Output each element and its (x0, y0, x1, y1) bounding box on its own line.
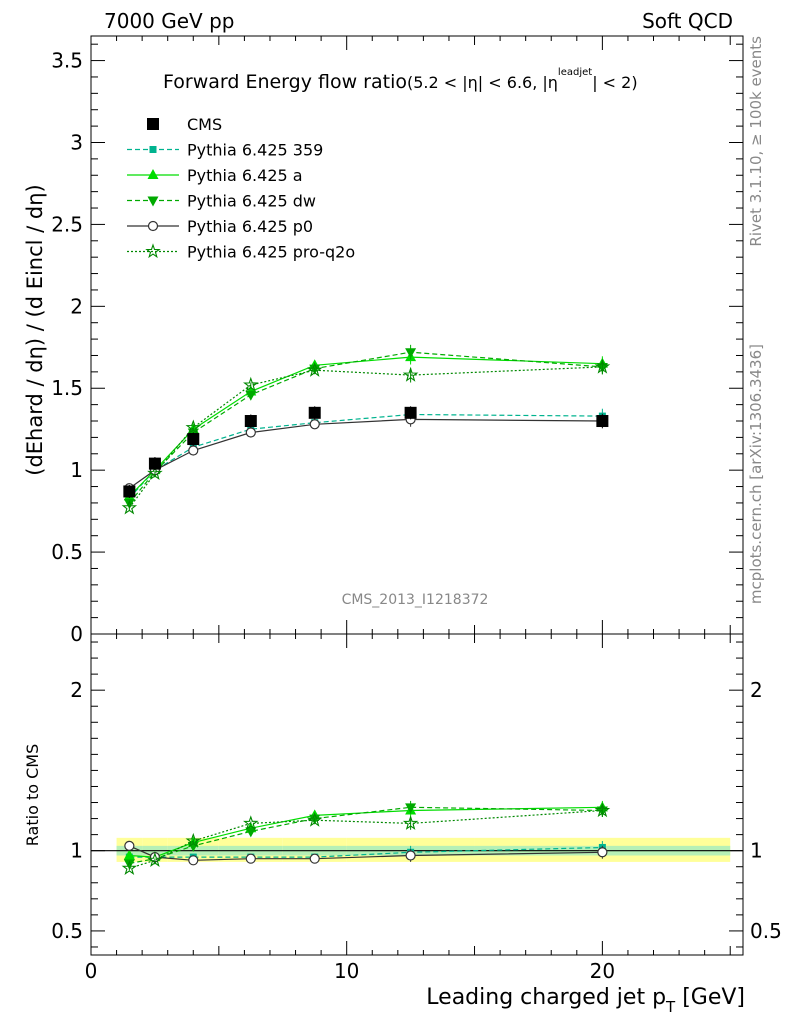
cms-data (123, 406, 609, 499)
header-left: 7000 GeV pp (104, 9, 235, 33)
x-tick-label: 0 (85, 959, 98, 983)
ratio-plot-panel: 0 10 20 0.5 0.5 1 1 2 2 (51, 633, 782, 983)
legend-cms-label: CMS (187, 115, 222, 134)
ratio-y-tick-label-right: 2 (750, 678, 763, 702)
x-axis-label-sub: T (665, 998, 676, 1016)
chart-title-cut-end: | < 2) (592, 73, 637, 92)
x-axis-label-main: Leading charged jet p (426, 985, 666, 1010)
ratio-series-4 (121, 802, 611, 875)
y-tick-label: 0 (70, 622, 83, 646)
chart-title-cut: (5.2 < |η| < 6.6, |η (407, 73, 558, 92)
cms-point (244, 415, 257, 428)
legend-marker (145, 243, 161, 259)
ratio-point (597, 847, 608, 858)
ratio-point (594, 802, 611, 818)
chart-title-cut-sup: leadjet (558, 67, 592, 78)
chart-title-main: Forward Energy flow ratio (163, 71, 407, 93)
cms-point (308, 406, 321, 419)
data-point (185, 419, 202, 435)
legend-label: Pythia 6.425 dw (187, 192, 316, 211)
ratio-point (306, 812, 323, 827)
mcplots-label: mcplots.cern.ch [arXiv:1306.3436] (747, 344, 765, 604)
legend-label: Pythia 6.425 pro-q2o (187, 243, 355, 262)
ratio-point (124, 840, 135, 851)
x-tick-label: 10 (334, 959, 359, 983)
legend-label: Pythia 6.425 359 (187, 141, 323, 160)
chart-title: Forward Energy flow ratio(5.2 < |η| < 6.… (163, 67, 638, 93)
data-point (245, 427, 256, 438)
ratio-point (402, 815, 419, 830)
data-point (306, 362, 323, 377)
ratio-point (185, 832, 202, 848)
y-tick-label: 2.5 (51, 212, 83, 236)
ratio-frame (90, 633, 744, 956)
ratio-point (245, 853, 256, 864)
main-plot-panel: 0 0.5 1 1.5 2 2.5 3 3.5 (51, 35, 744, 646)
y-tick-label: 0.5 (51, 540, 83, 564)
legend-marker (147, 220, 159, 232)
ratio-y-tick-label: 0.5 (51, 919, 83, 943)
cms-point (148, 457, 161, 470)
y-tick-label: 3 (70, 130, 83, 154)
x-tick-label: 20 (590, 959, 615, 983)
ratio-point (405, 850, 416, 861)
series-4 (121, 358, 611, 515)
ratio-point (121, 860, 138, 875)
data-point (121, 499, 138, 515)
cms-point (596, 415, 609, 428)
data-point (594, 358, 611, 374)
data-point (243, 376, 259, 392)
ratio-point (123, 849, 135, 860)
y-tick-label: 1 (70, 458, 83, 482)
series-line (128, 413, 603, 499)
ratio-series-3 (124, 840, 608, 866)
y-tick-label: 3.5 (51, 49, 83, 73)
legend-label: Pythia 6.425 p0 (187, 217, 313, 236)
data-point (245, 390, 257, 401)
header-right: Soft QCD (642, 9, 733, 33)
legend-marker (149, 146, 157, 153)
data-point (309, 419, 320, 430)
cms-point (187, 433, 200, 446)
series-line (128, 356, 603, 497)
y-tick-label: 2 (70, 294, 83, 318)
data-point (123, 498, 135, 509)
legend: CMS Pythia 6.425 359 Pythia 6.425 a Pythia … (127, 115, 355, 262)
ratio-point (243, 815, 259, 830)
series-line (128, 351, 603, 504)
data-point (405, 348, 417, 359)
cms-point (404, 406, 417, 419)
ratio-y-tick-label-right: 1 (750, 839, 763, 863)
data-point (147, 465, 163, 481)
ratio-point (123, 859, 135, 870)
series-3 (124, 412, 608, 494)
rivet-label: Rivet 3.1.10, ≥ 100k events (747, 36, 765, 247)
ratio-point (405, 803, 417, 814)
x-axis-label: Leading charged jet pT [GeV] (426, 985, 745, 1016)
cms-point (123, 485, 136, 498)
ratio-y-tick-label: 1 (70, 839, 83, 863)
legend-label: Pythia 6.425 a (187, 166, 303, 185)
data-point (402, 366, 419, 382)
legend-cms-marker (147, 118, 159, 130)
ratio-point (309, 853, 320, 864)
ratio-y-tick-label: 2 (70, 678, 83, 702)
ratio-point (188, 855, 199, 866)
series-line (129, 418, 603, 489)
ratio-point (147, 852, 163, 867)
analysis-watermark: CMS_2013_I1218372 (342, 592, 489, 608)
legend-marker (147, 169, 159, 179)
x-axis-label-unit: [GeV] (675, 985, 745, 1010)
data-point (188, 445, 199, 456)
main-ylabel: (dEhard / dη) / (d Eincl / dη) (23, 184, 47, 476)
series-line (128, 366, 603, 509)
main-ylabel-text: (dEhard / dη) / (d Eincl / dη) (23, 184, 47, 476)
ratio-point (245, 827, 257, 838)
legend-marker (147, 196, 159, 207)
ratio-ylabel: Ratio to CMS (23, 744, 42, 846)
ratio-y-tick-label-right: 0.5 (750, 919, 782, 943)
y-tick-label: 1.5 (51, 376, 83, 400)
